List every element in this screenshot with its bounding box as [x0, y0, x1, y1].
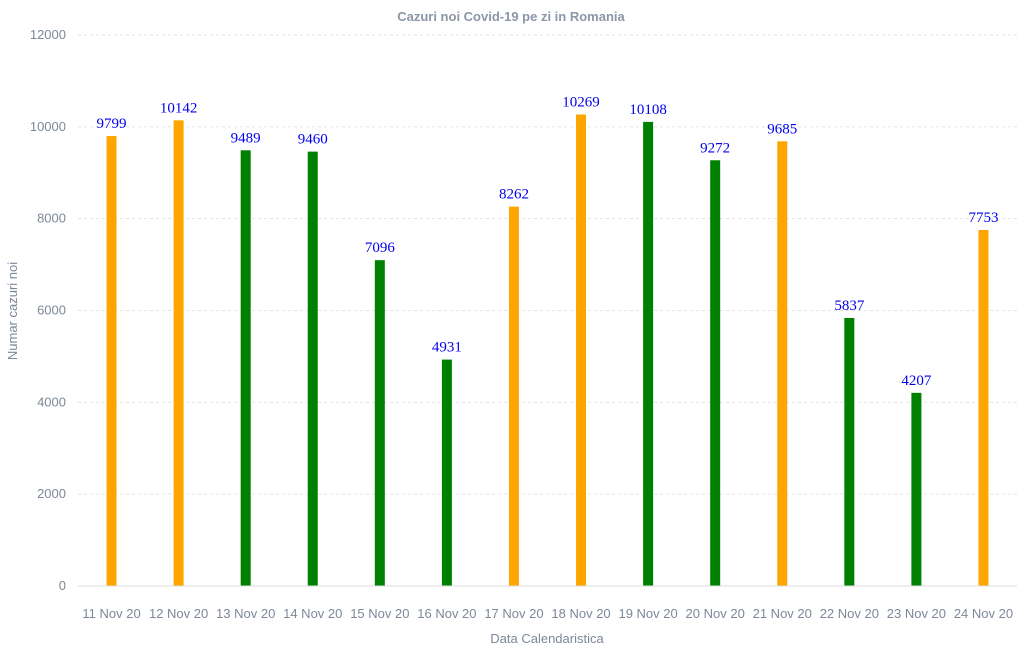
y-tick-label: 2000 — [37, 486, 66, 501]
bar-value-label: 8262 — [499, 187, 529, 203]
y-tick-label: 6000 — [37, 303, 66, 318]
bar-value-label: 10269 — [562, 94, 600, 110]
x-tick-label: 13 Nov 20 — [216, 606, 275, 621]
x-tick-label: 11 Nov 20 — [82, 606, 140, 621]
bar[interactable] — [508, 206, 519, 586]
y-tick-label: 4000 — [37, 394, 66, 409]
x-tick-label: 12 Nov 20 — [149, 606, 208, 621]
bar-value-label: 4931 — [432, 340, 462, 356]
bar[interactable] — [441, 359, 452, 586]
bar-value-label: 9685 — [767, 121, 797, 137]
bar-value-label: 7753 — [968, 210, 998, 226]
y-tick-label: 8000 — [37, 211, 66, 226]
x-tick-label: 18 Nov 20 — [551, 606, 610, 621]
bars — [106, 114, 989, 587]
bar-value-label: 5837 — [834, 298, 865, 314]
y-tick-label: 0 — [59, 578, 66, 593]
x-tick-label: 14 Nov 20 — [283, 606, 342, 621]
bar[interactable] — [777, 141, 788, 586]
y-tick-label: 12000 — [30, 27, 66, 42]
x-tick-label: 19 Nov 20 — [618, 606, 677, 621]
bar-value-label: 9272 — [700, 140, 730, 156]
x-tick-label: 24 Nov 20 — [954, 606, 1013, 621]
x-axis-ticks: 11 Nov 20 12 Nov 20 13 Nov 20 14 Nov 20 15 N… — [82, 606, 1013, 621]
chart-title: Cazuri noi Covid-19 pe zi in Romania — [397, 9, 625, 24]
bar[interactable] — [710, 160, 721, 586]
bar[interactable] — [576, 114, 587, 586]
data-labels: 9799 10142 9489 9460 7096 4931 8262 10269 10108 9… — [97, 94, 999, 388]
bar-value-label: 10142 — [160, 100, 198, 116]
bar[interactable] — [240, 150, 251, 586]
x-tick-label: 16 Nov 20 — [417, 606, 476, 621]
bar[interactable] — [374, 260, 385, 586]
x-tick-label: 15 Nov 20 — [350, 606, 409, 621]
y-axis-title: Numar cazuri noi — [5, 262, 20, 360]
bar[interactable] — [173, 120, 184, 586]
x-tick-label: 22 Nov 20 — [820, 606, 879, 621]
bar[interactable] — [643, 121, 654, 587]
bar-value-label: 10108 — [629, 102, 667, 118]
x-tick-label: 20 Nov 20 — [686, 606, 745, 621]
bar[interactable] — [978, 230, 989, 586]
bar-value-label: 9799 — [97, 116, 127, 132]
x-tick-label: 17 Nov 20 — [484, 606, 543, 621]
bar[interactable] — [844, 317, 855, 586]
x-tick-label: 23 Nov 20 — [887, 606, 946, 621]
y-axis-ticks: 0 2000 4000 6000 8000 10000 12000 — [30, 27, 66, 593]
x-axis-title: Data Calendaristica — [490, 631, 604, 646]
bar-value-label: 7096 — [365, 240, 396, 256]
y-tick-label: 10000 — [30, 119, 66, 134]
gridlines — [78, 34, 1017, 495]
bar[interactable] — [911, 392, 922, 586]
bar-value-label: 9460 — [298, 132, 328, 148]
bar[interactable] — [307, 151, 318, 586]
x-tick-label: 21 Nov 20 — [753, 606, 812, 621]
bar-value-label: 9489 — [231, 130, 261, 146]
bar[interactable] — [106, 136, 117, 587]
bar-value-label: 4207 — [901, 373, 932, 389]
